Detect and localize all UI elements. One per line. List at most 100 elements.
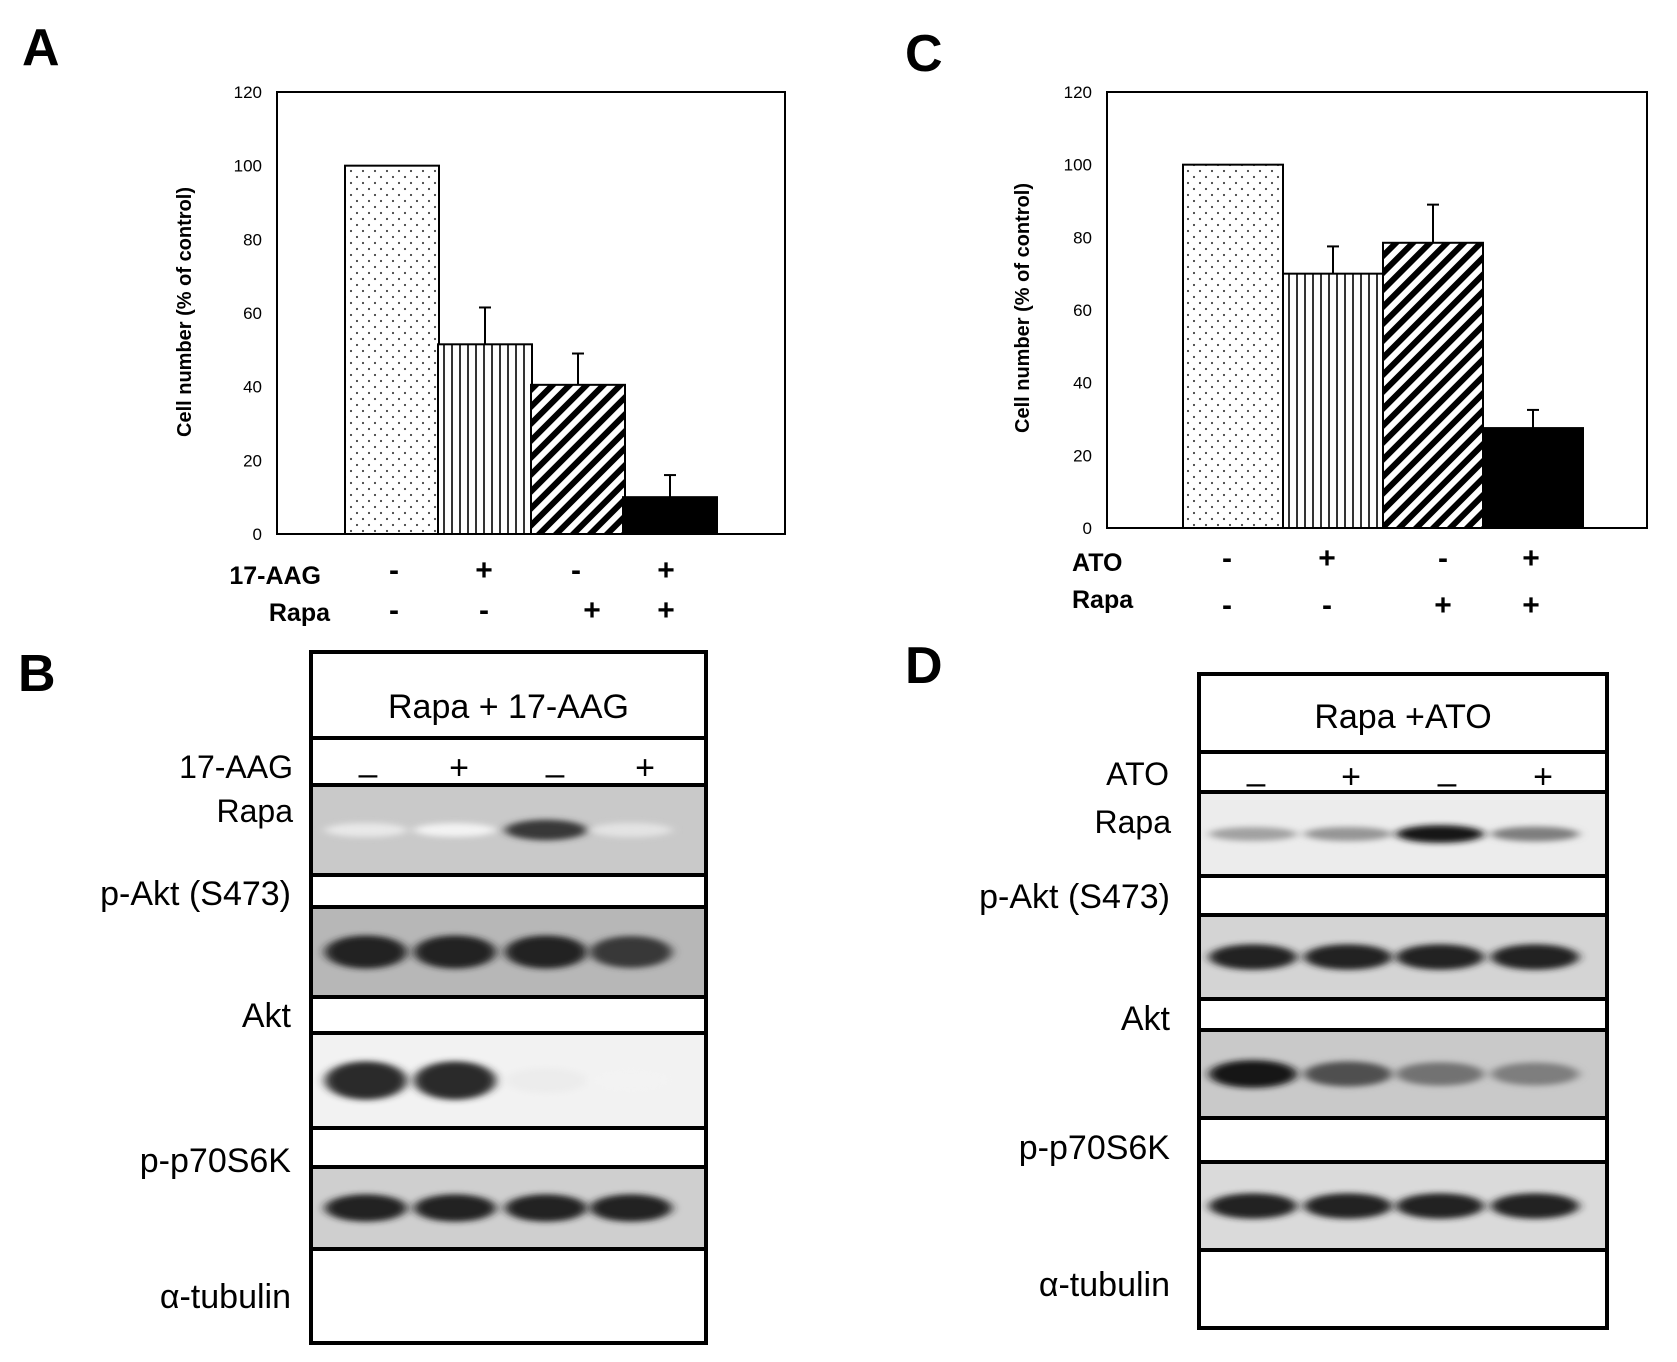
band (1209, 827, 1297, 841)
band (590, 1068, 672, 1093)
blot-b-sign: – (545, 755, 565, 793)
bar (530, 383, 626, 536)
band (325, 1194, 407, 1222)
blot-d-row-label: p-Akt (S473) (979, 878, 1170, 916)
band (1491, 826, 1579, 842)
band (1304, 944, 1392, 970)
y-tick-label: 60 (243, 304, 262, 323)
blot-b-treatment-label-1: 17-AAG (179, 749, 293, 785)
blot-b-sign: – (358, 755, 378, 793)
chart-c-sign: - (1438, 542, 1448, 575)
band (1396, 1062, 1484, 1086)
y-tick-label: 80 (1073, 228, 1092, 247)
y-tick-label: 0 (253, 525, 262, 544)
blot-b-row-label: Akt (241, 997, 291, 1035)
chart-c-sign: + (1318, 542, 1336, 575)
blot-b-strips (313, 783, 704, 1251)
chart-a-sign: + (657, 594, 675, 627)
panel-letter-c: C (905, 25, 943, 83)
blot-d-row-label: α-tubulin (1038, 1266, 1170, 1304)
chart-c-treatment-label-1: ATO (1072, 549, 1123, 577)
chart-a-treatment-label-1: 17-AAG (229, 562, 321, 590)
chart-a-sign: - (479, 594, 489, 627)
band (505, 1194, 587, 1222)
y-tick-label: 40 (1073, 374, 1092, 393)
chart-c-sign: - (1222, 542, 1232, 575)
y-tick-label: 120 (1064, 83, 1092, 102)
blot-b-row-label: α-tubulin (159, 1278, 291, 1316)
band (325, 822, 407, 838)
blot-b-sign: + (635, 749, 655, 787)
band (1491, 1062, 1579, 1086)
bar (1482, 427, 1584, 530)
y-tick-label: 0 (1083, 519, 1092, 538)
band (1209, 1193, 1297, 1219)
chart-c-sign: - (1222, 589, 1232, 622)
y-tick-label: 120 (234, 83, 262, 102)
blot-d-treatment-label-1: ATO (1106, 756, 1169, 792)
y-tick-label: 80 (243, 230, 262, 249)
chart-c: Cell number (% of control) 0 20 40 60 80 100 1… (1012, 83, 1648, 538)
bar (1282, 272, 1384, 529)
band (590, 822, 672, 838)
band (1209, 1060, 1297, 1088)
band (590, 936, 672, 968)
band (414, 823, 496, 837)
bar (1382, 241, 1484, 530)
plot-frame (1106, 91, 1648, 529)
y-ticks: 0 20 40 60 80 100 120 (1064, 83, 1092, 538)
chart-c-sign: - (1322, 589, 1332, 622)
band (414, 1194, 496, 1222)
plot-frame (276, 91, 786, 535)
band (1491, 1193, 1579, 1219)
bars (344, 164, 718, 536)
chart-a-sign: - (389, 594, 399, 627)
chart-a-sign: + (657, 554, 675, 587)
band (590, 1194, 672, 1222)
band (1304, 1061, 1392, 1087)
band (1396, 825, 1484, 843)
panel-letter-b: B (18, 645, 56, 703)
bars (1182, 163, 1584, 530)
chart-c-sign: + (1434, 589, 1452, 622)
band (414, 935, 496, 969)
chart-a: Cell number (% of control) 0 20 40 60 80 100 1… (174, 83, 786, 544)
chart-c-sign: + (1522, 542, 1540, 575)
y-tick-label: 100 (1064, 156, 1092, 175)
band (1304, 1193, 1392, 1219)
band (505, 1067, 587, 1094)
band (1304, 826, 1392, 842)
band (1209, 944, 1297, 970)
blot-d-row-label: Akt (1120, 1000, 1170, 1038)
bar (437, 343, 533, 535)
y-tick-label: 40 (243, 378, 262, 397)
blot-b-sign: + (449, 749, 469, 787)
chart-a-treatment-label-2: Rapa (268, 599, 330, 627)
y-tick-label: 20 (243, 451, 262, 470)
y-axis-label: Cell number (% of control) (174, 187, 196, 437)
band (325, 1061, 407, 1100)
band (414, 1061, 496, 1100)
blot-b-title: Rapa + 17-AAG (388, 688, 629, 726)
y-tick-label: 20 (1073, 446, 1092, 465)
panel-letter-a: A (22, 19, 60, 77)
blot-d-sign: + (1533, 758, 1553, 796)
chart-a-sign: - (389, 554, 399, 587)
band (1396, 944, 1484, 970)
blot-b-row-label: p-Akt (S473) (100, 875, 291, 913)
band (505, 819, 587, 841)
y-ticks: 0 20 40 60 80 100 120 (234, 83, 262, 544)
blot-d-title: Rapa +ATO (1314, 698, 1492, 736)
blot-b-treatment-label-2: Rapa (216, 793, 294, 829)
band (1491, 944, 1579, 970)
y-tick-label: 100 (234, 157, 262, 176)
y-tick-label: 60 (1073, 301, 1092, 320)
band (1396, 1193, 1484, 1219)
bar (344, 164, 440, 536)
blot-d-strips (1201, 790, 1605, 1252)
chart-a-sign: + (475, 554, 493, 587)
blot-d-treatment-label-2: Rapa (1094, 804, 1172, 840)
y-axis-label: Cell number (% of control) (1012, 183, 1034, 433)
bar (622, 496, 718, 535)
chart-a-sign: + (583, 594, 601, 627)
